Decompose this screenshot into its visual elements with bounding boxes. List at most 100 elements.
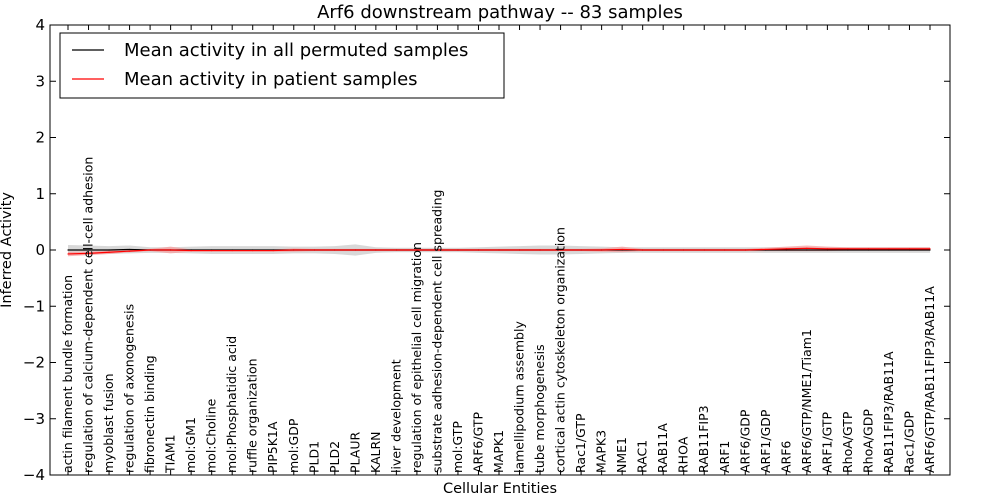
point-series-0-0 — [67, 249, 69, 251]
entity-label: Rac1/GDP — [901, 411, 916, 473]
point-series-1-32 — [724, 249, 726, 251]
entity-label: TIAM1 — [163, 434, 178, 474]
point-series-1-36 — [806, 247, 808, 249]
entity-label: RAB11A — [655, 423, 670, 473]
y-tick-label: −1 — [23, 297, 45, 315]
entity-label: MAPK3 — [594, 430, 609, 473]
entity-label: mol:Phosphatidic acid — [224, 336, 239, 473]
legend-box — [59, 32, 505, 99]
entity-label: actin filament bundle formation — [60, 275, 75, 473]
entity-label: NME1 — [614, 437, 629, 473]
chart-title: Arf6 downstream pathway -- 83 samples — [317, 2, 683, 23]
entity-label: ARF6/GDP — [737, 409, 752, 473]
point-series-1-27 — [621, 248, 623, 251]
legend: Mean activity in all permuted samples Me… — [59, 32, 505, 99]
y-tick-label: 1 — [35, 185, 45, 203]
entity-label: KALRN — [368, 431, 383, 473]
y-tick-label: 2 — [35, 129, 45, 147]
point-series-1-7 — [211, 249, 213, 252]
point-series-0-42 — [929, 249, 931, 251]
point-series-1-18 — [436, 249, 439, 251]
entity-label: RHOA — [676, 436, 691, 473]
point-series-1-38 — [847, 248, 849, 250]
y-axis: 4 3 2 1 0 −1 −2 −3 −4 — [23, 16, 950, 484]
entity-label: myoblast fusion — [101, 373, 116, 473]
entity-label: RhoA/GTP — [840, 411, 855, 473]
point-series-1-9 — [252, 249, 254, 252]
entity-labels: actin filament bundle formation regulatio… — [60, 157, 937, 474]
entity-label: PIP5K1A — [265, 421, 280, 473]
point-series-1-1 — [87, 252, 90, 254]
point-series-1-15 — [375, 249, 377, 251]
point-series-1-20 — [477, 249, 480, 251]
point-series-0-38 — [847, 249, 849, 251]
entity-label: ARF6 — [778, 441, 793, 473]
entity-label: ARF1/GTP — [819, 412, 834, 473]
point-series-1-29 — [662, 249, 664, 251]
entity-label: MAPK1 — [491, 430, 506, 473]
entity-label: liver development — [388, 359, 403, 473]
y-tick-label: −3 — [23, 410, 45, 428]
entity-label: PLAUR — [347, 432, 362, 473]
entity-label: ARF6/GTP/NME1/Tiam1 — [799, 329, 814, 473]
point-series-0-41 — [908, 249, 911, 251]
entity-label: mol:GTP — [450, 421, 465, 473]
entity-label: RAB11FIP3 — [696, 405, 711, 473]
entity-label: tube morphogenesis — [532, 344, 547, 473]
x-axis-label: Cellular Entities — [443, 481, 557, 497]
point-series-1-5 — [170, 249, 172, 251]
entity-label: mol:GDP — [286, 418, 301, 473]
entity-label: ARF6/GTP/RAB11FIP3/RAB11A — [922, 286, 937, 473]
point-series-0-36 — [806, 249, 808, 251]
entity-label: PLD1 — [306, 441, 321, 473]
entity-label: Rac1/GTP — [573, 413, 588, 473]
entity-label: mol:Choline — [204, 398, 219, 473]
entity-label: RAB11FIP3/RAB11A — [881, 351, 896, 473]
entity-label: RhoA/GDP — [860, 409, 875, 473]
point-series-1-19 — [457, 249, 459, 251]
point-series-1-25 — [580, 249, 582, 251]
point-series-1-37 — [826, 248, 828, 250]
point-series-1-34 — [765, 248, 767, 251]
entity-label: PLD2 — [327, 441, 342, 473]
point-series-1-14 — [354, 249, 356, 251]
point-series-1-26 — [601, 249, 603, 251]
entity-label: regulation of epithelial cell migration — [409, 242, 424, 473]
point-series-1-8 — [231, 249, 233, 252]
entity-label: ruffle organization — [245, 358, 260, 473]
point-series-1-28 — [642, 249, 644, 251]
entity-label: ARF1/GDP — [758, 409, 773, 473]
y-tick-label: 4 — [35, 16, 45, 34]
entity-label: RAC1 — [635, 440, 650, 473]
point-series-1-13 — [334, 249, 336, 251]
entity-label: mol:GM1 — [183, 417, 198, 473]
point-series-1-30 — [683, 249, 685, 251]
point-series-0-3 — [128, 248, 131, 251]
entity-label: substrate adhesion-dependent cell spread… — [429, 190, 444, 473]
point-series-1-23 — [539, 249, 541, 251]
entity-label: regulation of calcium-dependent cell-cel… — [81, 157, 96, 473]
point-series-1-17 — [416, 249, 418, 251]
y-tick-label: −2 — [23, 354, 45, 372]
legend-label-patient: Mean activity in patient samples — [124, 69, 418, 90]
point-series-0-2 — [108, 249, 110, 251]
point-series-0-39 — [867, 249, 870, 251]
legend-label-permuted: Mean activity in all permuted samples — [124, 40, 468, 61]
point-series-1-41 — [908, 248, 911, 250]
series-lines — [67, 247, 931, 255]
point-series-1-11 — [293, 249, 295, 251]
y-tick-label: 0 — [35, 241, 45, 259]
point-series-1-3 — [128, 250, 131, 252]
y-axis-label: Inferred Activity — [0, 192, 15, 308]
entity-label: lamellipodium assembly — [512, 321, 527, 473]
point-series-1-2 — [108, 251, 110, 253]
entity-label: regulation of axonogenesis — [122, 304, 137, 473]
point-series-0-1 — [87, 249, 90, 251]
point-series-1-21 — [498, 249, 500, 251]
point-series-1-24 — [559, 249, 562, 251]
entity-label: cortical actin cytoskeleton organization — [553, 227, 568, 473]
point-series-0-37 — [826, 249, 828, 251]
y-tick-label: 3 — [35, 72, 45, 90]
point-series-0-40 — [888, 249, 890, 251]
